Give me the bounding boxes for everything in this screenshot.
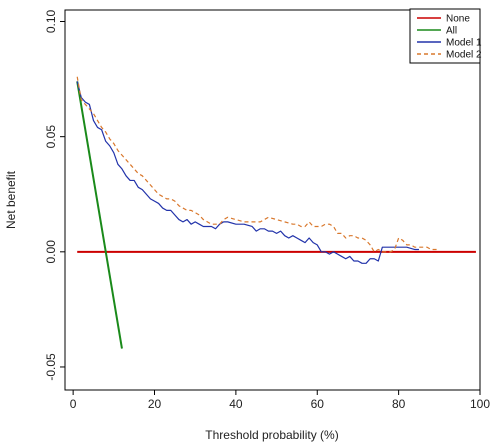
legend-label-model-2: Model 2 — [446, 50, 482, 61]
x-tick-label: 80 — [392, 397, 406, 411]
series-layer — [76, 76, 476, 349]
x-tick-label: 20 — [148, 397, 162, 411]
x-tick-label: 100 — [470, 397, 490, 411]
series-line-model-1 — [76, 81, 419, 264]
y-axis-title: Net benefit — [4, 170, 18, 229]
series-line-all — [76, 81, 123, 349]
x-axis-title: Threshold probability (%) — [205, 428, 338, 442]
axes-layer: 0 20 40 60 80 100 -0.05 0.00 0.05 0.10 — [44, 10, 490, 411]
x-tick-label: 40 — [229, 397, 243, 411]
legend-label-model-1: Model 1 — [446, 38, 482, 49]
legend-label-all: All — [446, 26, 457, 37]
x-tick-label: 0 — [70, 397, 77, 411]
plot-frame — [64, 9, 481, 391]
x-tick-label: 60 — [311, 397, 325, 411]
y-tick-label: 0.00 — [44, 240, 58, 264]
y-tick-label: -0.05 — [44, 353, 58, 381]
y-tick-label: 0.10 — [44, 10, 58, 34]
series-line-model-2 — [76, 76, 440, 253]
legend-label-none: None — [446, 14, 470, 25]
y-tick-label: 0.05 — [44, 125, 58, 149]
